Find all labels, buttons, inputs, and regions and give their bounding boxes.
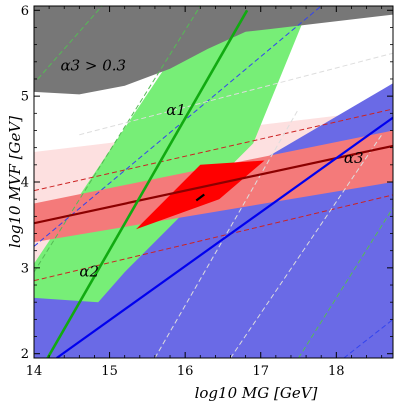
x-tick-label-17: 17: [252, 364, 269, 379]
regions-layer: [34, 6, 393, 358]
line-alpha1-central: [46, 9, 249, 358]
plot-area: [34, 6, 393, 358]
dashed-line-5: [343, 319, 393, 358]
x-tick-label-16: 16: [177, 364, 194, 379]
annotation-3: α2: [79, 262, 99, 280]
dashed-line-1: [37, 6, 103, 80]
region-alpha1-green: [34, 23, 303, 303]
dashed-lines-layer: [34, 6, 393, 358]
dashed-line-3: [298, 207, 393, 358]
y-tick-label-4: 4: [21, 176, 29, 191]
y-tick-label-5: 5: [21, 90, 29, 105]
region-alpha3-exclusion-gray: [34, 6, 393, 95]
axes-layer: 14 15 16 17 18 2 3 4 5 6: [21, 4, 393, 379]
x-axis-label: log10 MG [GeV]: [195, 384, 318, 402]
annotation-1: α3 > 0.3: [60, 56, 126, 74]
lines-layer: [34, 9, 393, 358]
marker-layer: [195, 193, 205, 202]
dashed-line-6: [34, 108, 393, 192]
line-alpha2-central: [56, 116, 393, 358]
line-alpha3-central: [34, 144, 393, 225]
y-tick-label-3: 3: [21, 261, 29, 276]
annotation-4: α3: [344, 149, 364, 167]
annotation-2: α1: [166, 101, 186, 119]
annotations-layer: α3 > 0.3 α1 α2 α3: [60, 56, 363, 280]
dashed-line-2: [34, 6, 201, 273]
dashed-line-4: [34, 6, 322, 247]
dashed-line-7: [34, 194, 393, 282]
region-alpha3-dark-red: [136, 160, 265, 230]
dashed-line-8: [79, 52, 393, 136]
y-tick-label-2: 2: [21, 347, 29, 362]
best-fit-marker: [195, 193, 205, 202]
x-tick-label-18: 18: [328, 364, 345, 379]
y-tick-label-6: 6: [21, 4, 29, 19]
x-tick-label-14: 14: [26, 364, 43, 379]
dashed-line-10: [230, 134, 383, 358]
x-tick-label-15: 15: [101, 364, 118, 379]
y-axis-label: log10 MVF [GeV]: [6, 116, 24, 248]
